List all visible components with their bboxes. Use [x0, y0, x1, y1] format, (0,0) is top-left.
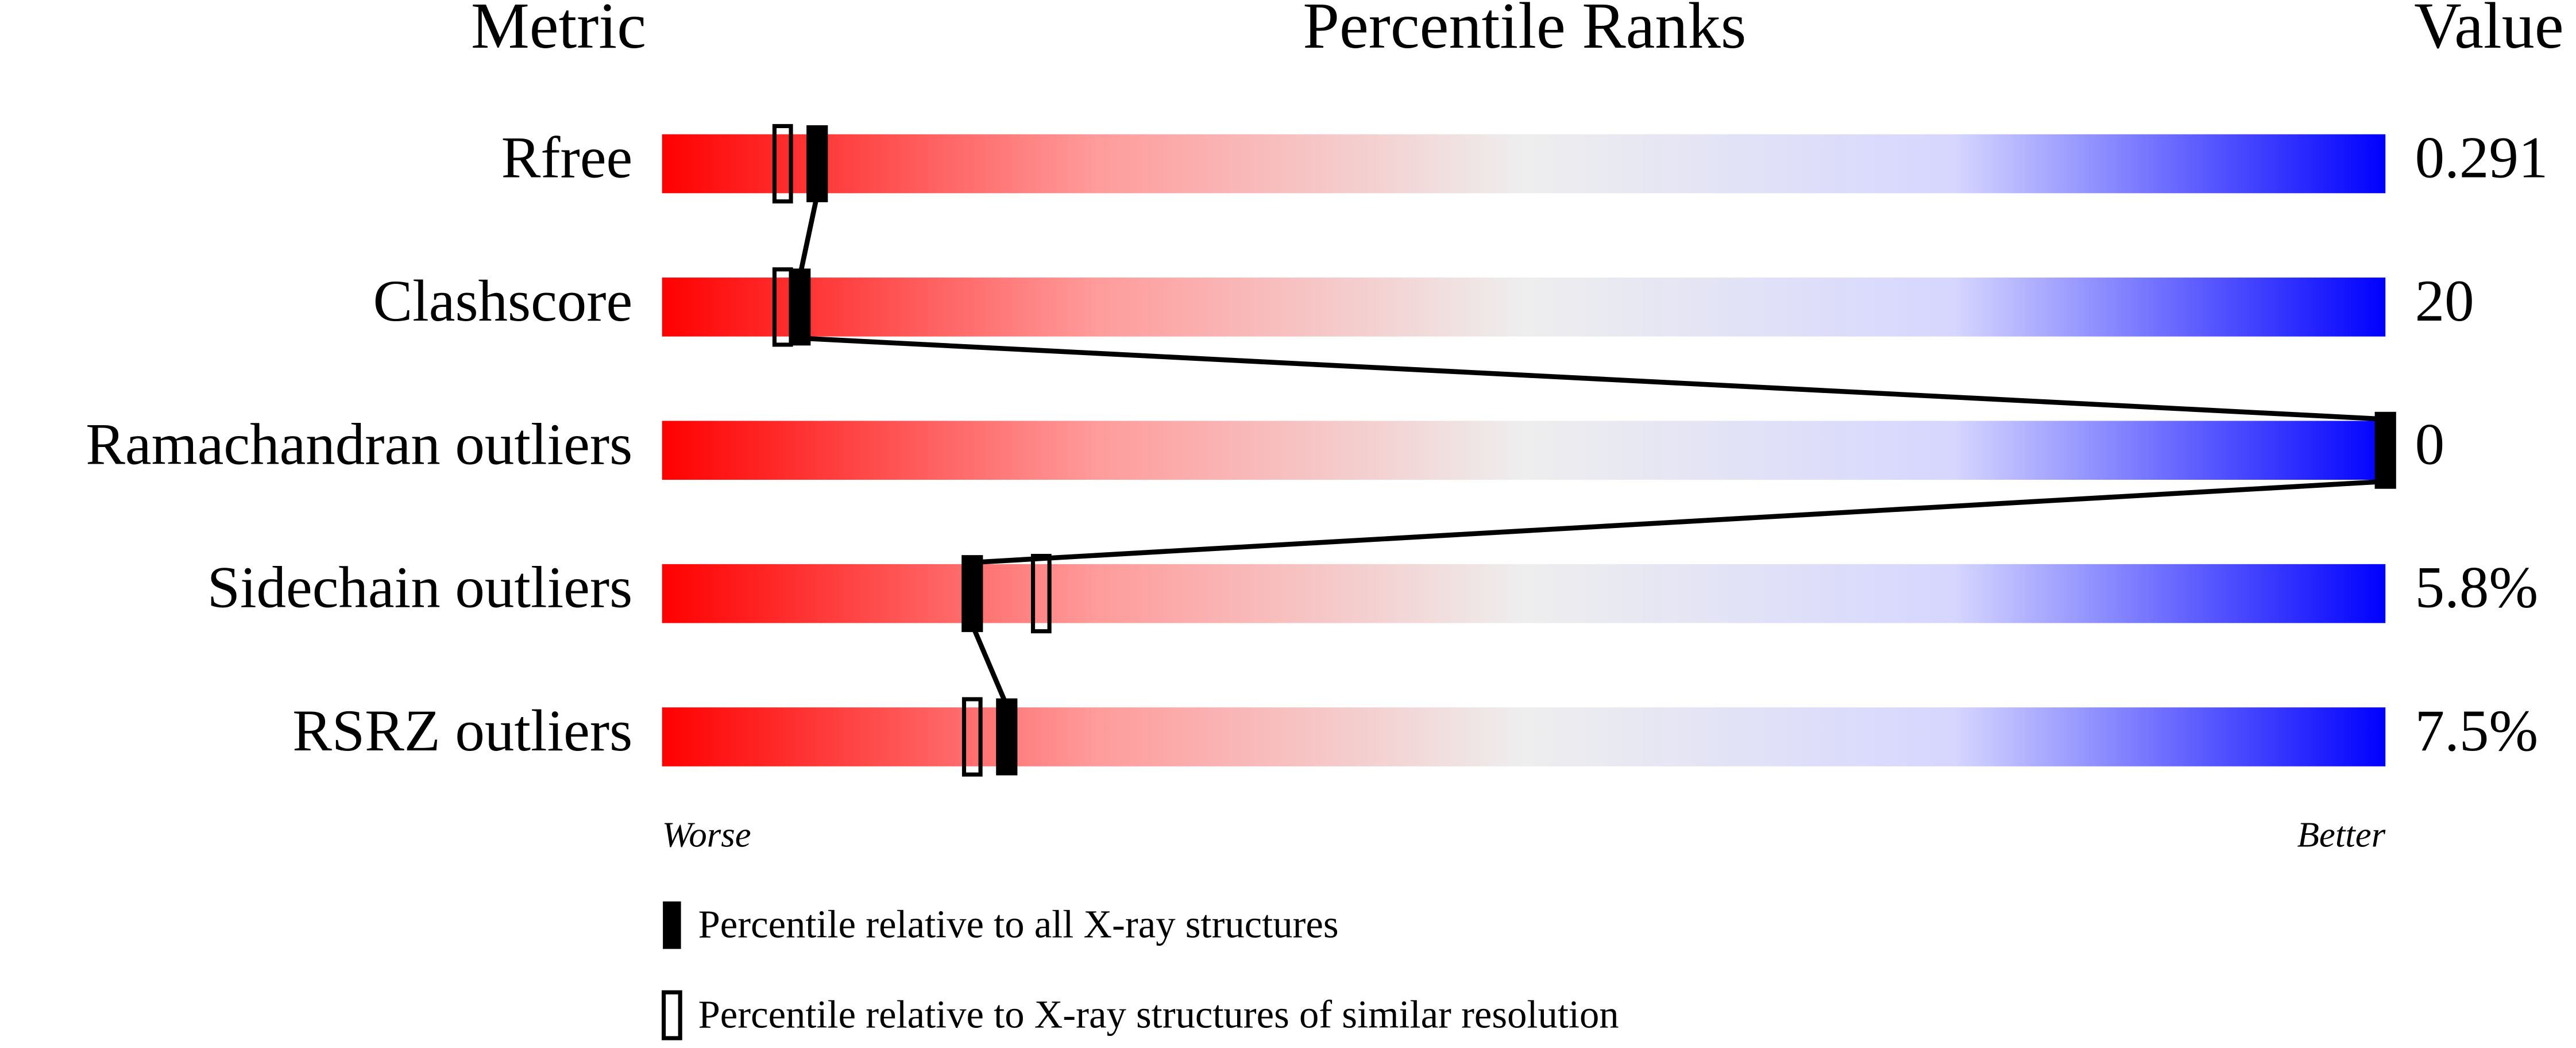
worse-label: Worse [662, 815, 751, 855]
marker-all [789, 268, 811, 346]
rank-bar [662, 564, 2386, 623]
value-header: Value [2414, 0, 2563, 62]
connector [797, 194, 820, 277]
marker-all [2374, 411, 2396, 489]
metric-label: Clashscore [373, 268, 633, 334]
marker-all [961, 555, 983, 633]
rank-bar [662, 707, 2386, 766]
marker-similar [772, 124, 793, 204]
marker-similar [1030, 554, 1052, 634]
metric-value: 20 [2415, 268, 2474, 334]
metric-value: 5.8% [2415, 555, 2538, 621]
legend-label: Percentile relative to X-ray structures … [698, 993, 1619, 1037]
legend-label: Percentile relative to all X-ray structu… [698, 903, 1339, 946]
rank-bar [662, 421, 2386, 480]
marker-all [806, 125, 828, 202]
metric-header: Metric [471, 0, 646, 62]
connector [800, 336, 2386, 422]
legend-swatch [663, 901, 681, 949]
rank-bar [662, 278, 2386, 337]
marker-similar [961, 697, 983, 777]
marker-all [996, 698, 1018, 776]
metric-label: RSRZ outliers [292, 698, 632, 764]
ranks-header: Percentile Ranks [1303, 0, 1746, 62]
rank-bar [662, 134, 2386, 194]
marker-similar [772, 267, 793, 347]
metric-label: Rfree [501, 125, 633, 191]
metric-label: Ramachandran outliers [86, 411, 632, 477]
connector [970, 623, 1009, 707]
better-label: Better [2297, 815, 2385, 855]
metric-label: Sidechain outliers [207, 555, 633, 621]
metric-value: 0 [2415, 411, 2444, 477]
metric-value: 7.5% [2415, 698, 2538, 764]
connector [972, 479, 2386, 565]
metric-value: 0.291 [2415, 125, 2548, 191]
legend-swatch [661, 990, 682, 1041]
